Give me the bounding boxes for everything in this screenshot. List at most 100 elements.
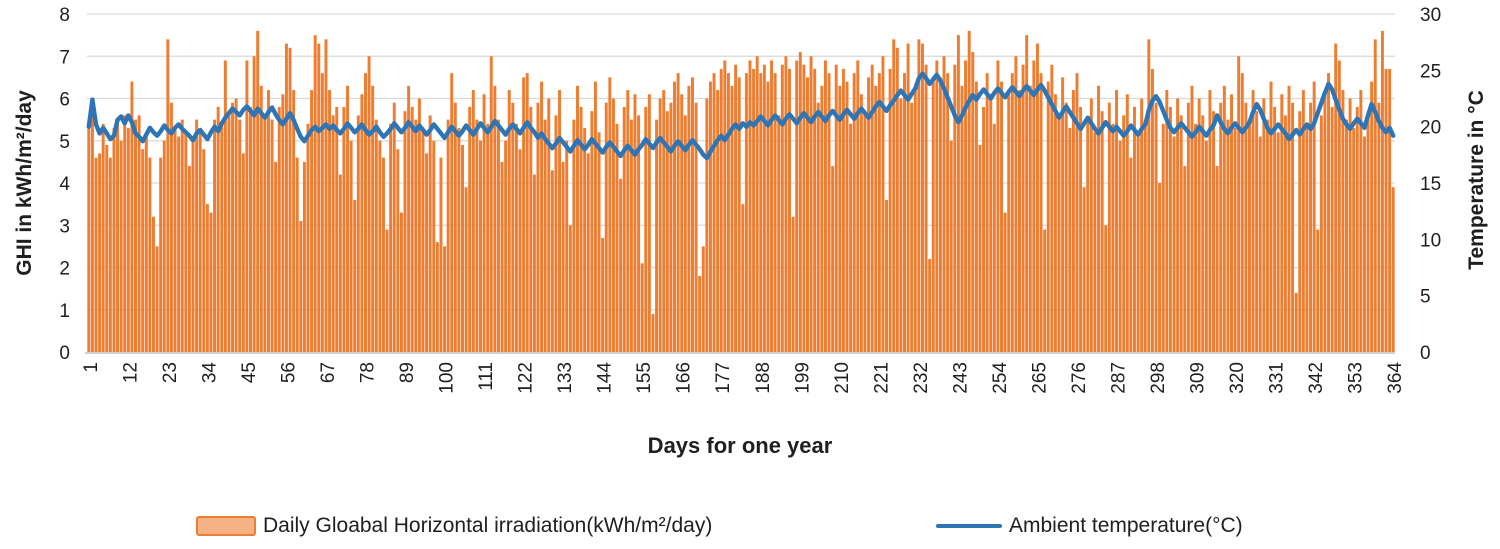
ghi-bar (1226, 119, 1230, 353)
y-right-tick-label: 15 (1420, 174, 1441, 195)
ghi-bar (1025, 35, 1029, 353)
ghi-bar (673, 81, 676, 352)
ghi-bar (741, 204, 745, 353)
ghi-bar (432, 140, 436, 352)
ghi-bar (1014, 56, 1018, 352)
legend-item-ghi: Daily Gloabal Horizontal irradiation(kWh… (196, 506, 712, 546)
ghi-bar (579, 106, 583, 352)
ghi-bar (270, 119, 274, 353)
ghi-bar (209, 212, 213, 352)
ghi-bar (1269, 81, 1273, 352)
ghi-bar (1219, 102, 1223, 352)
ghi-bar (856, 60, 860, 352)
ghi-bar (349, 140, 353, 352)
ghi-bar (770, 60, 774, 352)
ghi-bar (683, 115, 687, 353)
ghi-bar (611, 98, 615, 352)
ghi-bar (892, 39, 896, 352)
ghi-bar (1082, 187, 1086, 352)
ghi-bar (464, 187, 468, 352)
ghi-bar (116, 119, 120, 353)
ghi-bar (1247, 123, 1251, 352)
ghi-bar (1334, 43, 1338, 352)
ghi-bar (931, 81, 935, 352)
ghi-bar (403, 111, 407, 352)
ghi-bar (1287, 85, 1291, 352)
ghi-bar (1165, 90, 1169, 353)
ghi-bar (971, 52, 975, 352)
y-right-tick-label: 0 (1420, 343, 1431, 364)
ghi-bar (777, 115, 781, 353)
ghi-bar (514, 123, 518, 352)
x-tick-label: 155 (634, 362, 655, 394)
ghi-bar (816, 102, 820, 352)
ghi-bar (593, 81, 597, 352)
ghi-bar (1348, 98, 1352, 352)
ghi-bar (367, 56, 371, 352)
ghi-bar (241, 153, 245, 352)
ghi-bar (489, 56, 493, 352)
ghi-bar (1244, 102, 1248, 352)
ghi-bar (752, 68, 756, 353)
ghi-bar (410, 106, 414, 352)
ghi-bar (468, 106, 472, 352)
ghi-bar (723, 60, 727, 352)
ghi-bar (421, 128, 425, 352)
ghi-bar (1150, 68, 1154, 353)
ghi-bar (877, 73, 881, 353)
ghi-bar (256, 30, 260, 353)
ghi-bar (198, 128, 202, 352)
ghi-bar (982, 106, 986, 352)
ghi-bar (1140, 98, 1144, 352)
ghi-bar (1194, 123, 1198, 352)
ghi-bar (1212, 111, 1216, 352)
ghi-bar (234, 98, 238, 352)
ghi-bar (299, 221, 303, 352)
ghi-bar (640, 263, 644, 352)
ghi-bar (1362, 136, 1366, 352)
ghi-bar (730, 85, 734, 352)
ghi-bar (461, 144, 464, 352)
ghi-bar (443, 246, 447, 353)
ghi-bar (942, 56, 946, 352)
ghi-bar (949, 140, 953, 352)
ghi-bar (453, 102, 457, 352)
ghi-bar (371, 85, 375, 352)
ghi-bar (989, 94, 993, 352)
legend-label-temperature: Ambient temperature(°C) (1009, 514, 1243, 537)
ghi-bar (820, 85, 824, 352)
ghi-bar (277, 106, 281, 352)
ghi-bar (169, 102, 173, 352)
ghi-bar (1240, 73, 1244, 353)
ghi-bar (899, 98, 903, 352)
x-tick-label: 56 (278, 362, 299, 383)
ghi-bar (1337, 60, 1341, 352)
ghi-bar (1147, 39, 1151, 352)
ghi-bar (536, 102, 540, 352)
ghi-bar (1176, 98, 1180, 352)
ghi-bar (1190, 85, 1194, 352)
ghi-bar (849, 123, 853, 352)
x-tick-label: 89 (397, 362, 418, 383)
ghi-bar (1316, 229, 1320, 352)
x-tick-label: 111 (476, 362, 497, 391)
ghi-bar (1143, 119, 1147, 353)
ghi-bar (1057, 115, 1061, 353)
ghi-bar (903, 73, 906, 353)
ghi-bar (1294, 292, 1298, 352)
y-right-tick-label: 10 (1420, 230, 1441, 251)
ghi-bar (1064, 102, 1068, 352)
ghi-bar (152, 216, 155, 352)
ghi-bar (719, 68, 723, 353)
ghi-bar (874, 85, 878, 352)
ghi-bar (586, 153, 590, 352)
ghi-bar (450, 73, 454, 353)
ghi-bar (601, 237, 605, 352)
ghi-bar (1251, 90, 1255, 353)
x-tick-label: 34 (199, 362, 220, 384)
ghi-bar (554, 115, 558, 353)
ghi-bar (644, 106, 648, 352)
ghi-bar (295, 157, 299, 352)
ghi-bar (885, 199, 889, 352)
